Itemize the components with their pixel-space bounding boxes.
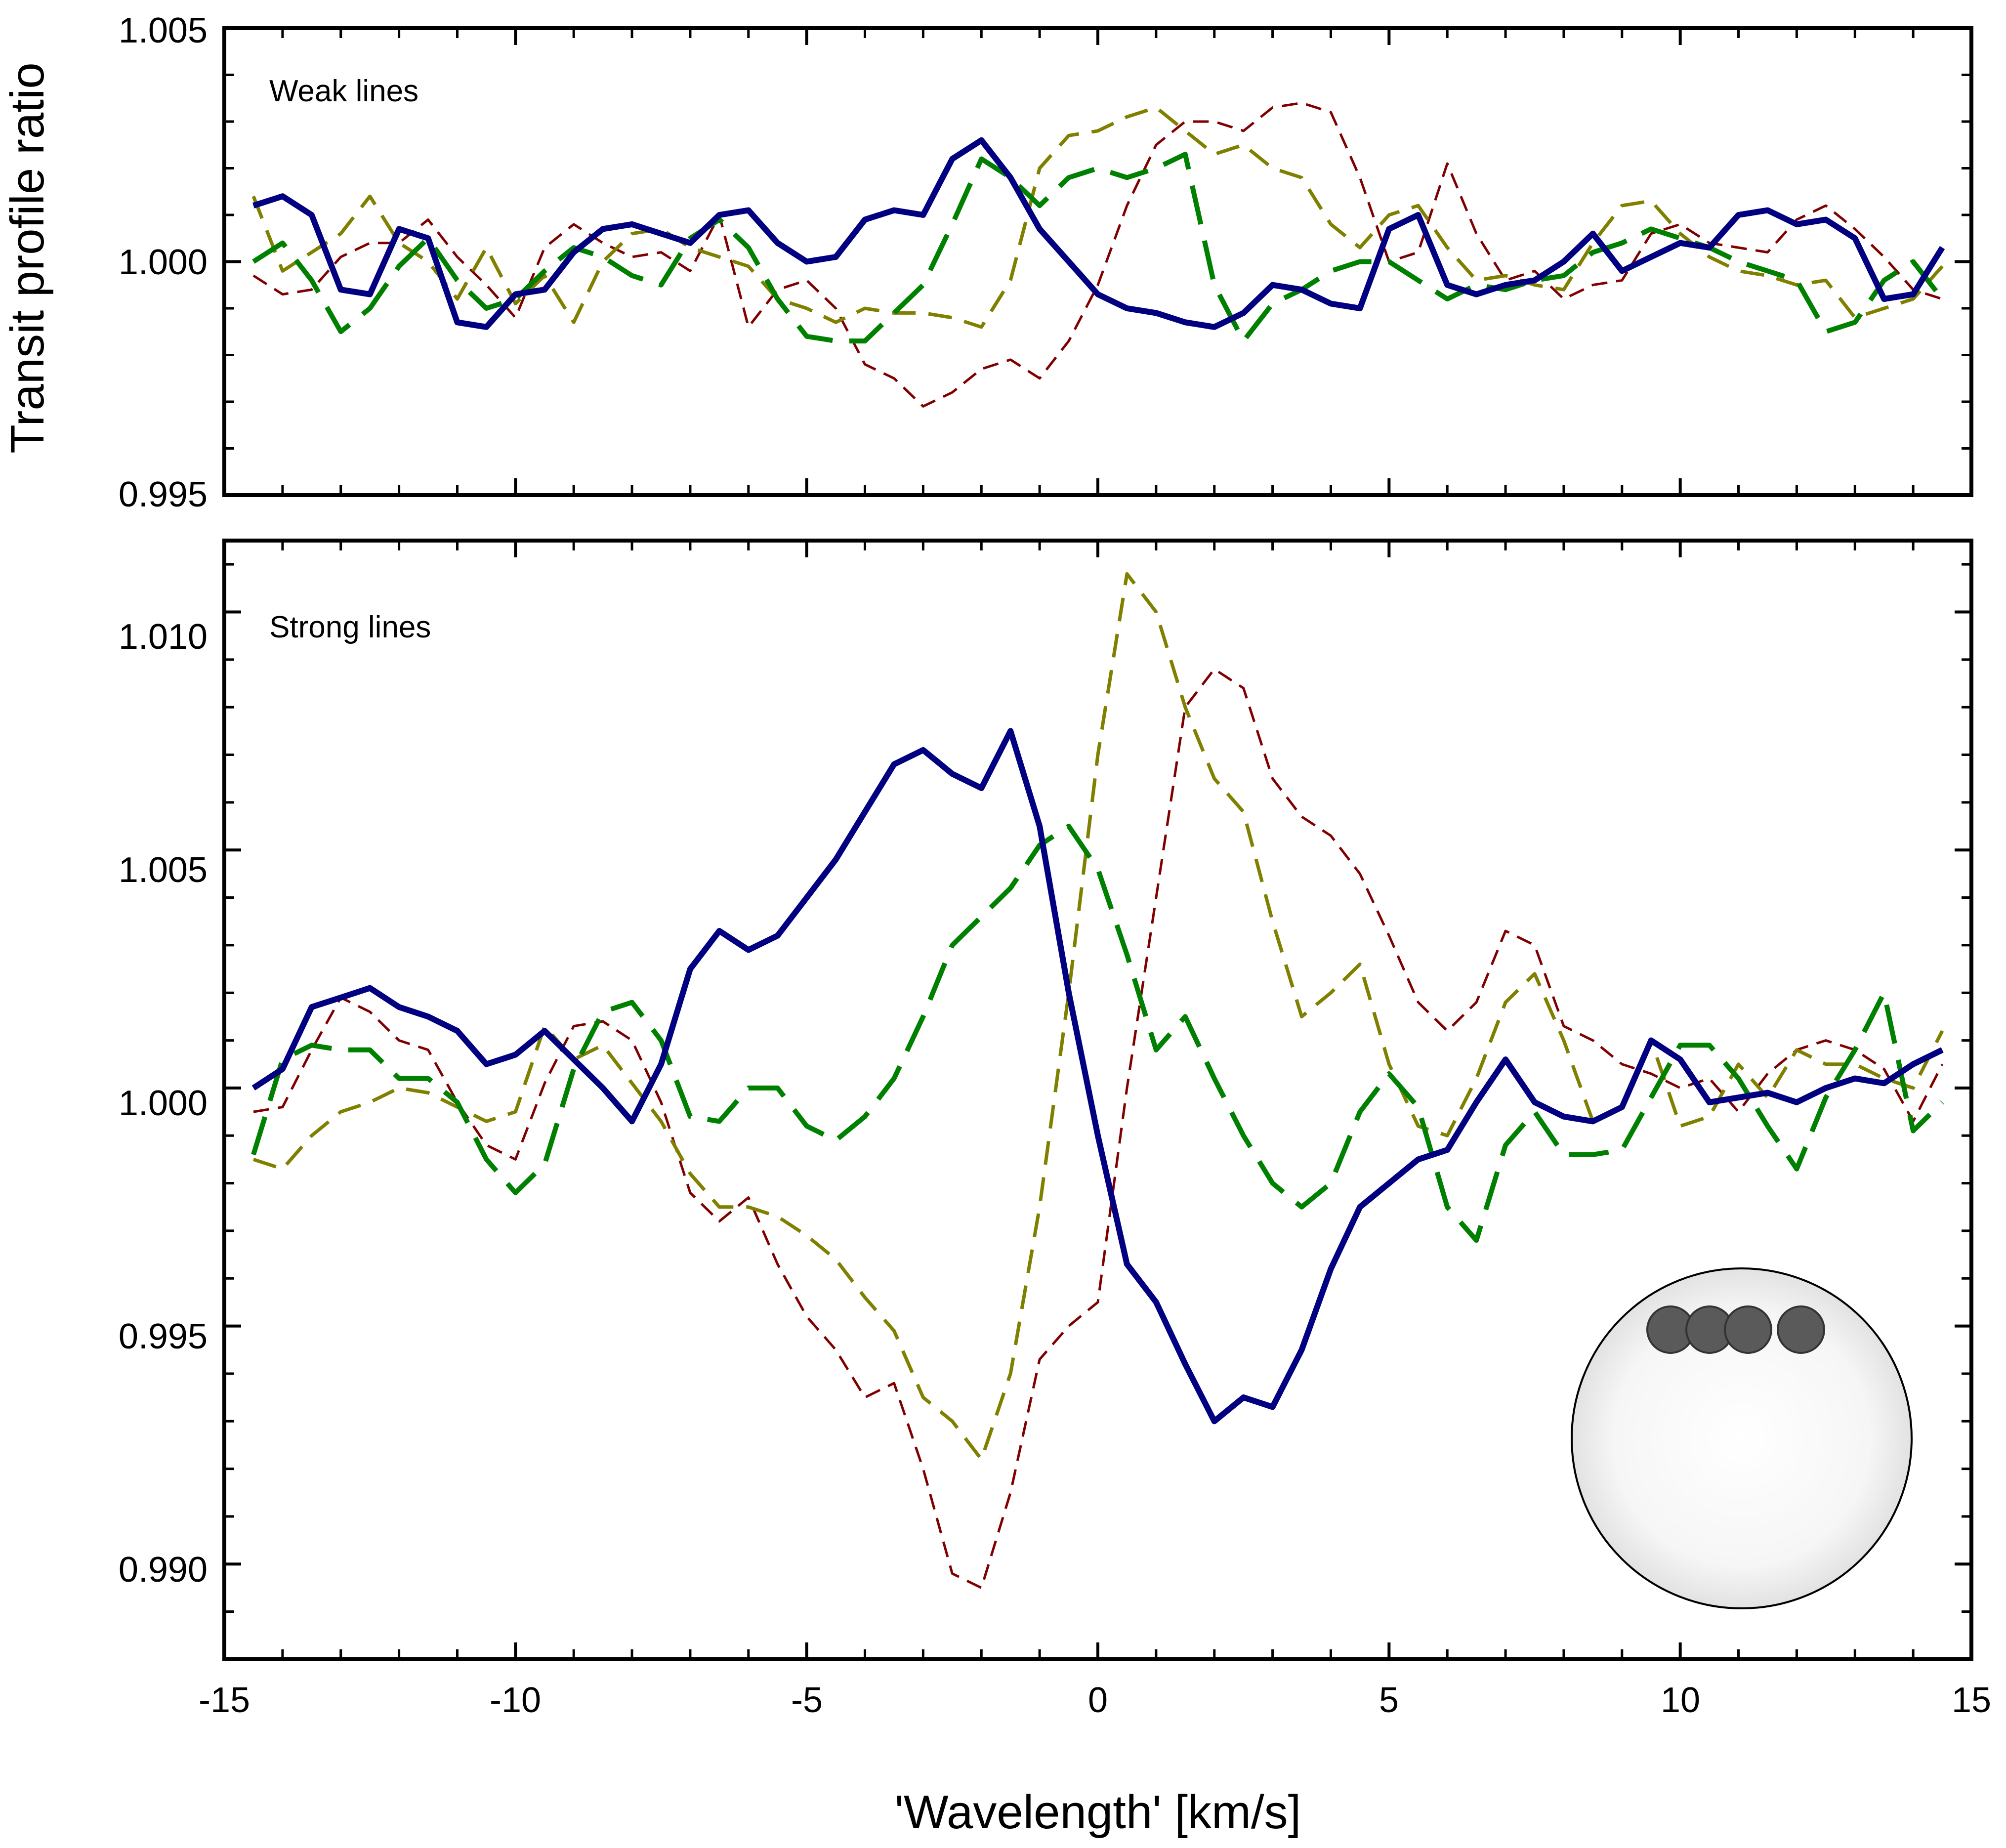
strong-ytick-label-0990: 0.990 [119,1550,208,1590]
xtick-label-m10: -10 [490,1680,541,1720]
weak-panel-frame [222,26,1973,497]
xtick-label-5: 5 [1379,1680,1399,1720]
weak-ytick-label-1: 1.005 [119,11,208,50]
strong-panel-series [251,572,1944,1589]
strong-ytick-label-1010: 1.010 [119,617,208,657]
strong-series-position-2 [251,824,1944,1243]
xtick-label-0: 0 [1088,1680,1108,1720]
weak-series-position-1 [252,137,1945,330]
strong-lines-label: Strong lines [269,610,431,644]
strong-panel-ticks [223,541,1973,1661]
strong-series-position-4 [253,668,1944,1589]
x-axis-title: 'Wavelength' [km/s] [895,1786,1301,1839]
stellar-disk [1571,1267,1913,1609]
weak-ytick-label-2: 1.000 [119,243,208,282]
strong-series-position-1 [251,728,1944,1425]
strong-ytick-label-1000: 1.000 [119,1084,208,1123]
y-axis-title: Transit profile ratio [1,62,54,453]
xtick-label-m5: -5 [791,1680,823,1720]
inset-star-diagram [1571,1267,1913,1609]
strong-series-position-3 [252,572,1944,1461]
planet-position-3 [1724,1305,1772,1354]
strong-ytick-label-0995: 0.995 [119,1317,208,1356]
weak-ytick-label-3: 0.995 [119,475,208,514]
planet-position-4 [1777,1305,1825,1354]
weak-lines-label: Weak lines [269,74,418,108]
xtick-label-15: 15 [1952,1680,1991,1720]
weak-series-position-3 [251,106,1944,329]
weak-series-position-4 [252,101,1943,408]
weak-series-position-2 [252,152,1945,344]
weak-panel-series [251,101,1945,408]
xtick-label-m15: -15 [199,1680,250,1720]
weak-panel-ticks [223,27,1973,497]
strong-ytick-label-1005: 1.005 [119,850,208,890]
xtick-label-10: 10 [1661,1680,1700,1720]
